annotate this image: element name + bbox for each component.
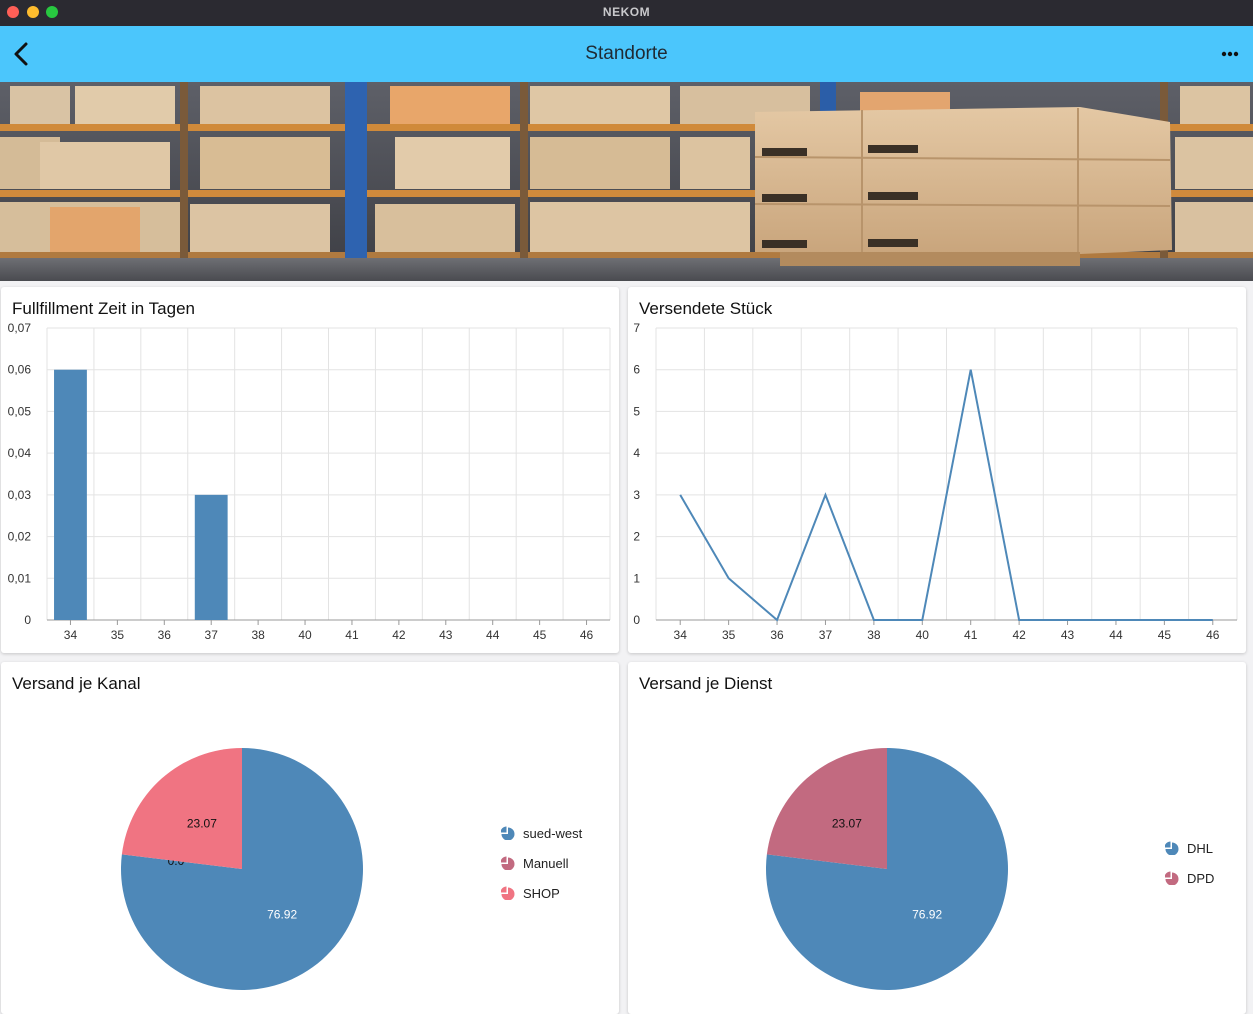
slice-label: 23.07 [187, 817, 217, 831]
card-title: Versendete Stück [639, 299, 773, 318]
x-tick-label: 42 [1012, 628, 1026, 642]
chevron-left-icon [14, 42, 28, 66]
service-pie-card: Versand je Dienst 76.92 23.07 DHL DPD [628, 662, 1246, 1014]
slice-label: 76.92 [912, 907, 942, 921]
y-tick-label: 1 [633, 571, 640, 585]
x-tick-label: 38 [867, 628, 881, 642]
fulfillment-chart-card: Fullfillment Zeit in Tagen 0 0,01 0,02 0,03… [1, 287, 619, 653]
maximize-window-button[interactable] [46, 6, 58, 18]
x-tick-label: 43 [1061, 628, 1075, 642]
x-tick-label: 44 [1109, 628, 1123, 642]
legend-label: DHL [1187, 840, 1214, 856]
close-window-button[interactable] [7, 6, 19, 18]
x-tick-label: 43 [439, 628, 453, 642]
back-button[interactable] [8, 38, 40, 70]
x-tick-label: 36 [770, 628, 784, 642]
legend-item[interactable]: sued-west [501, 818, 582, 848]
x-tick-label: 34 [674, 628, 688, 642]
x-tick-label: 35 [722, 628, 736, 642]
x-tick-label: 41 [345, 628, 359, 642]
x-tick-label: 34 [64, 628, 78, 642]
legend-label: Manuell [523, 855, 569, 871]
x-tick-label: 40 [298, 628, 312, 642]
series-line [679, 369, 1213, 622]
card-title: Fullfillment Zeit in Tagen [12, 299, 195, 318]
channel-legend: sued-west Manuell SHOP [501, 818, 582, 908]
legend-label: SHOP [523, 885, 560, 901]
slice-label: 76.92 [267, 907, 297, 921]
y-tick-label: 0,05 [8, 404, 32, 418]
x-tick-label: 46 [580, 628, 594, 642]
y-tick-label: 0,01 [8, 571, 32, 585]
x-tick-label: 40 [916, 628, 930, 642]
card-title: Versand je Kanal [12, 674, 141, 693]
x-tick-label: 45 [1158, 628, 1172, 642]
y-tick-label: 0,06 [8, 363, 32, 377]
legend-label: sued-west [523, 825, 583, 841]
y-tick-label: 2 [633, 530, 640, 544]
x-tick-label: 35 [111, 628, 125, 642]
channel-pie-chart: 76.920.023.07 [121, 748, 364, 990]
y-tick-label: 7 [633, 321, 640, 335]
warehouse-image [0, 82, 1253, 281]
shipped-units-chart-card: Versendete Stück 0 1 2 3 4 5 6 7 34 35 36 37 38 40 41 4… [628, 287, 1246, 653]
y-tick-label: 4 [633, 446, 640, 460]
minimize-window-button[interactable] [27, 6, 39, 18]
service-legend: DHL DPD [1165, 833, 1214, 893]
more-options-button[interactable] [1215, 40, 1245, 68]
y-tick-label: 0 [24, 613, 31, 627]
x-tick-label: 41 [964, 628, 978, 642]
y-tick-label: 0,02 [8, 530, 32, 544]
x-tick-label: 38 [251, 628, 265, 642]
channel-pie-card: Versand je Kanal 76.920.023.07 sued-west… [1, 662, 619, 1014]
bar [194, 494, 228, 620]
card-title: Versand je Dienst [639, 674, 773, 693]
x-tick-label: 37 [819, 628, 833, 642]
x-tick-label: 45 [533, 628, 547, 642]
x-tick-label: 42 [392, 628, 406, 642]
pie-legend-icon [1165, 871, 1179, 885]
legend-item[interactable]: DPD [1165, 863, 1214, 893]
legend-item[interactable]: Manuell [501, 848, 582, 878]
bar [54, 369, 87, 620]
y-tick-label: 0 [633, 613, 640, 627]
window-title: NEKOM [602, 5, 651, 19]
x-tick-label: 37 [205, 628, 219, 642]
pie-slice [121, 748, 364, 990]
y-tick-label: 0,03 [8, 488, 32, 502]
x-tick-label: 44 [486, 628, 500, 642]
pie-legend-icon [501, 826, 515, 840]
pie-slice [121, 748, 242, 869]
y-tick-label: 5 [633, 404, 640, 418]
pie-legend-icon [501, 856, 515, 870]
y-tick-label: 6 [633, 363, 640, 377]
pie-legend-icon [501, 886, 515, 900]
legend-label: DPD [1187, 870, 1215, 886]
slice-label: 23.07 [832, 817, 862, 831]
page-title: Standorte [585, 43, 668, 64]
app-bar: Standorte [0, 26, 1253, 82]
y-tick-label: 3 [633, 488, 640, 502]
x-tick-label: 46 [1206, 628, 1220, 642]
x-tick-label: 36 [158, 628, 172, 642]
pie-slice [766, 748, 887, 869]
service-pie-chart: 76.92 23.07 [766, 748, 1008, 990]
window-titlebar: NEKOM [0, 0, 1253, 26]
y-tick-label: 0,04 [8, 446, 32, 460]
more-horizontal-icon [1221, 51, 1239, 57]
legend-item[interactable]: SHOP [501, 878, 582, 908]
legend-item[interactable]: DHL [1165, 833, 1214, 863]
y-tick-label: 0,07 [8, 321, 32, 335]
fulfillment-bar-chart: 0 0,01 0,02 0,03 0,04 0,05 0,06 0,07 34 35 36 37 38 4… [8, 321, 611, 642]
pie-legend-icon [1165, 841, 1179, 855]
